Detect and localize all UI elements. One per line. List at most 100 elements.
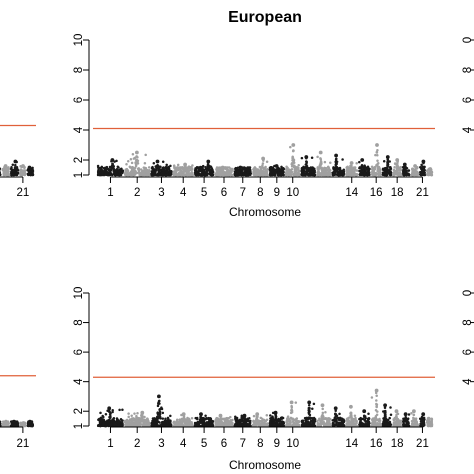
- snp-point: [161, 424, 164, 427]
- snp-point: [278, 419, 282, 422]
- snp-point: [396, 164, 399, 167]
- snp-point: [414, 169, 417, 172]
- snp-point: [291, 423, 295, 427]
- snp-point: [388, 416, 391, 420]
- snp-point: [347, 170, 350, 174]
- snp-point: [411, 167, 415, 171]
- snp-point: [276, 173, 280, 177]
- snp-point: [320, 416, 323, 419]
- snp-point: [225, 170, 229, 174]
- snp-point: [393, 165, 396, 169]
- snp-point: [370, 165, 374, 169]
- snp-point: [194, 424, 197, 427]
- snp-point: [143, 161, 147, 165]
- snp-point: [278, 171, 281, 175]
- snp-point: [118, 408, 121, 412]
- snp-point: [274, 169, 278, 172]
- snp-point: [201, 164, 205, 168]
- snp-point: [144, 173, 147, 177]
- x-tick-label: 6: [221, 187, 227, 199]
- snp-point: [290, 167, 294, 171]
- snp-point: [318, 150, 323, 155]
- snp-point: [342, 424, 346, 427]
- snp-point: [303, 422, 307, 426]
- snp-point: [368, 173, 371, 177]
- snp-point: [169, 414, 172, 418]
- snp-point: [158, 399, 161, 403]
- snp-point: [204, 414, 207, 418]
- snp-point: [367, 420, 371, 424]
- snp-point: [242, 172, 246, 176]
- snp-point: [362, 169, 365, 172]
- snp-point: [248, 421, 251, 425]
- snp-point: [350, 167, 354, 170]
- snp-point: [248, 423, 251, 427]
- snp-point: [265, 160, 269, 163]
- snp-point: [395, 169, 398, 172]
- snp-point: [187, 173, 190, 176]
- snp-point: [392, 173, 395, 177]
- snp-point: [238, 165, 243, 170]
- snp-point: [384, 172, 388, 175]
- snp-point: [105, 170, 109, 174]
- snp-point: [335, 414, 339, 418]
- snp-point: [359, 172, 363, 175]
- snp-point: [303, 170, 306, 173]
- snp-point: [395, 158, 400, 162]
- snp-point: [143, 415, 146, 419]
- snp-point: [341, 158, 344, 161]
- snp-point: [319, 159, 323, 163]
- x-tick-label: 10: [286, 187, 299, 199]
- snp-point: [399, 173, 403, 177]
- snp-point: [374, 153, 377, 157]
- snp-point: [97, 173, 101, 176]
- snp-point: [280, 421, 284, 425]
- snp-point: [292, 165, 296, 169]
- snp-point: [389, 170, 392, 173]
- snp-point: [261, 164, 264, 167]
- snp-point: [187, 171, 190, 174]
- snp-point: [376, 169, 379, 173]
- snp-point: [321, 411, 325, 415]
- snp-point: [336, 416, 340, 420]
- snp-point: [334, 166, 337, 169]
- snp-point: [143, 169, 147, 172]
- snp-point: [286, 422, 289, 425]
- snp-point: [307, 422, 311, 425]
- snp-point: [180, 422, 184, 426]
- snp-point: [163, 422, 166, 426]
- snp-point: [133, 412, 136, 415]
- snp-point: [269, 414, 272, 417]
- snp-point: [245, 173, 249, 177]
- snp-point: [308, 167, 311, 171]
- snp-point: [227, 171, 231, 175]
- snp-point: [200, 416, 204, 420]
- snp-point: [307, 173, 311, 177]
- snp-point: [302, 173, 305, 177]
- snp-point: [107, 421, 110, 425]
- snp-point: [371, 173, 374, 176]
- snp-point: [221, 170, 224, 173]
- snp-point: [179, 420, 183, 423]
- snp-point: [290, 408, 293, 412]
- snp-point: [275, 423, 279, 426]
- snp-point: [305, 160, 308, 164]
- snp-point: [255, 169, 259, 173]
- snp-point: [187, 422, 191, 425]
- y-tick-label: 6: [73, 97, 85, 103]
- snp-point: [304, 155, 309, 159]
- snp-point: [224, 419, 227, 423]
- snp-point: [183, 162, 188, 167]
- snp-point: [227, 420, 230, 424]
- snp-point: [392, 168, 396, 172]
- snp-point: [210, 171, 214, 174]
- snp-point: [363, 415, 366, 419]
- snp-point: [146, 418, 149, 422]
- snp-point: [382, 410, 385, 413]
- snp-point: [248, 416, 251, 420]
- snp-point: [289, 400, 294, 405]
- snp-point: [286, 417, 289, 421]
- snp-point: [162, 171, 165, 174]
- snp-point: [158, 408, 161, 412]
